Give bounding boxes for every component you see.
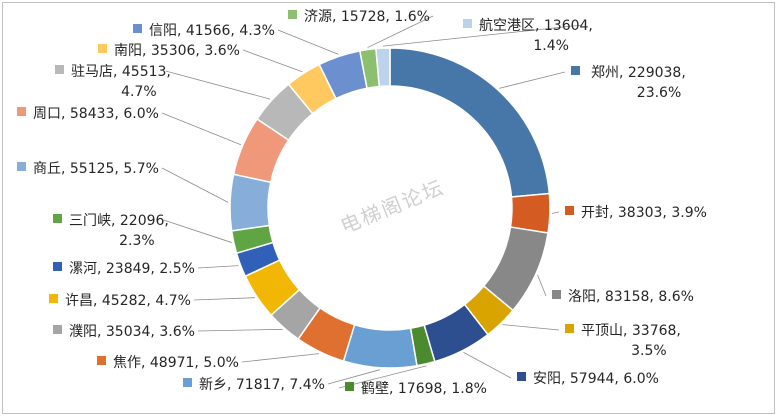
label-周口: 周口, 58433, 6.0% [33, 106, 159, 122]
label-line: 三门峡, 22096, [69, 213, 169, 229]
marker-安阳 [517, 372, 526, 381]
label-驻马店: 驻马店, 45513, 4.7% [71, 64, 171, 100]
marker-信阳 [133, 24, 142, 33]
label-line: 郑州, 229038, [591, 65, 686, 81]
marker-漯河 [53, 262, 62, 271]
watermark-text: 电梯阁论坛 [337, 175, 448, 238]
label-三门峡: 三门峡, 22096, 2.3% [69, 213, 169, 249]
leader-line-三门峡 [163, 219, 232, 243]
label-line: 23.6% [637, 85, 681, 101]
label-line: 平顶山, 33768, [581, 323, 681, 339]
label-商丘: 商丘, 55125, 5.7% [33, 161, 159, 177]
label-鹤壁: 鹤壁, 17698, 1.8% [361, 381, 487, 397]
label-line: 南阳, 35306, 3.6% [114, 43, 240, 59]
leader-line-濮阳 [197, 328, 283, 332]
slice-新乡 [342, 323, 418, 369]
marker-济源 [288, 10, 297, 19]
chart-frame: 郑州, 229038, 23.6% 开封, 38303, 3.9% 洛阳, 83158… [2, 2, 775, 414]
label-line: 信阳, 41566, 4.3% [149, 23, 275, 39]
label-line: 驻马店, 45513, [71, 64, 171, 80]
label-济源: 济源, 15728, 1.6% [304, 9, 430, 25]
label-line: 新乡, 71817, 7.4% [199, 377, 325, 393]
leader-line-南阳 [242, 49, 303, 73]
leader-line-信阳 [277, 29, 339, 55]
marker-南阳 [98, 44, 107, 53]
marker-焦作 [97, 356, 106, 365]
leader-line-漯河 [197, 265, 239, 269]
marker-洛阳 [552, 290, 561, 299]
slices-group [229, 47, 551, 369]
labels-group: 郑州, 229038, 23.6% 开封, 38303, 3.9% 洛阳, 83158… [17, 9, 707, 397]
label-信阳: 信阳, 41566, 4.3% [149, 23, 275, 39]
label-line: 洛阳, 83158, 8.6% [568, 289, 694, 305]
label-line: 周口, 58433, 6.0% [33, 106, 159, 122]
label-line: 4.7% [121, 84, 157, 100]
marker-商丘 [17, 162, 26, 171]
leader-line-商丘 [161, 167, 229, 203]
slice-郑州 [389, 47, 551, 198]
leader-line-济源 [367, 15, 434, 48]
marker-开封 [565, 206, 574, 215]
label-洛阳: 洛阳, 83158, 8.6% [568, 289, 694, 305]
leader-line-许昌 [193, 297, 256, 301]
marker-郑州 [571, 66, 580, 75]
marker-鹤壁 [345, 382, 354, 391]
leader-line-郑州 [499, 71, 566, 89]
label-line: 开封, 38303, 3.9% [581, 205, 707, 221]
label-焦作: 焦作, 48971, 5.0% [113, 355, 239, 371]
label-line: 济源, 15728, 1.6% [304, 9, 430, 25]
label-平顶山: 平顶山, 33768, 3.5% [581, 323, 681, 359]
marker-周口 [17, 107, 26, 116]
label-line: 1.4% [533, 38, 569, 54]
label-line: 安阳, 57944, 6.0% [533, 371, 659, 387]
label-line: 漯河, 23849, 2.5% [69, 261, 195, 277]
marker-濮阳 [53, 325, 62, 334]
marker-平顶山 [565, 324, 574, 333]
leader-line-周口 [161, 112, 242, 146]
marker-三门峡 [53, 214, 62, 223]
label-line: 濮阳, 35034, 3.6% [69, 324, 195, 340]
leader-line-平顶山 [502, 324, 560, 331]
label-line: 航空港区, 13604, [479, 18, 593, 34]
marker-航空港区 [463, 19, 472, 28]
label-安阳: 安阳, 57944, 6.0% [533, 371, 659, 387]
leader-line-驻马店 [165, 70, 271, 100]
leader-line-焦作 [241, 353, 320, 363]
label-许昌: 许昌, 45282, 4.7% [65, 293, 191, 309]
leader-line-航空港区 [382, 24, 583, 47]
label-濮阳: 濮阳, 35034, 3.6% [69, 324, 195, 340]
slice-商丘 [229, 173, 272, 232]
leader-line-安阳 [463, 352, 512, 379]
marker-新乡 [183, 378, 192, 387]
leader-line-开封 [551, 211, 560, 214]
label-line: 鹤壁, 17698, 1.8% [361, 381, 487, 397]
label-航空港区: 航空港区, 13604, 1.4% [479, 18, 593, 54]
label-漯河: 漯河, 23849, 2.5% [69, 261, 195, 277]
marker-驻马店 [55, 65, 64, 74]
slice-航空港区 [375, 47, 391, 88]
label-line: 2.3% [119, 233, 155, 249]
label-南阳: 南阳, 35306, 3.6% [114, 43, 240, 59]
label-郑州: 郑州, 229038, 23.6% [591, 65, 686, 101]
leader-line-洛阳 [537, 274, 547, 297]
doughnut-chart: 郑州, 229038, 23.6% 开封, 38303, 3.9% 洛阳, 83158… [17, 9, 707, 397]
slice-开封 [509, 192, 551, 234]
label-line: 焦作, 48971, 5.0% [113, 355, 239, 371]
leader-line-新乡 [327, 369, 380, 385]
label-开封: 开封, 38303, 3.9% [581, 205, 707, 221]
label-line: 3.5% [631, 343, 667, 359]
label-line: 许昌, 45282, 4.7% [65, 293, 191, 309]
label-line: 商丘, 55125, 5.7% [33, 161, 159, 177]
leader-lines-group [161, 15, 583, 389]
label-新乡: 新乡, 71817, 7.4% [199, 377, 325, 393]
marker-许昌 [49, 294, 58, 303]
